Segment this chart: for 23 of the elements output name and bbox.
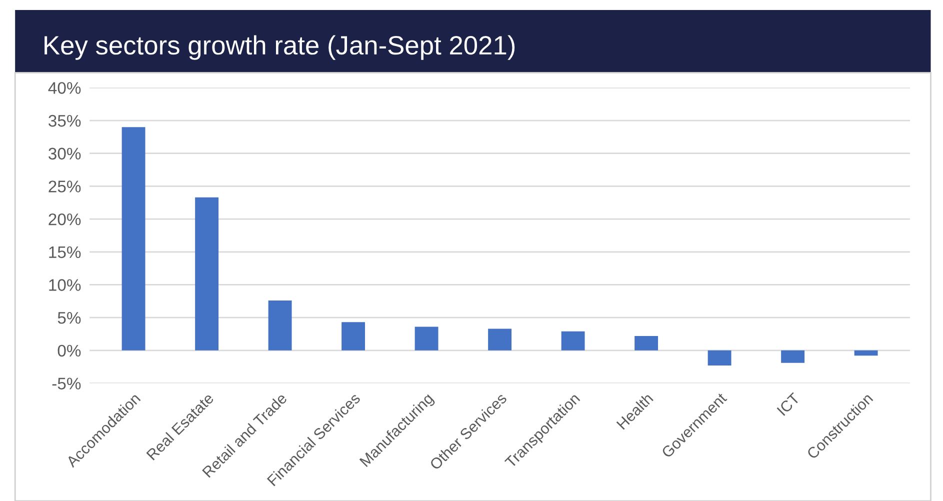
bar — [342, 322, 366, 350]
bar — [488, 328, 512, 350]
bar — [268, 300, 292, 350]
bar — [634, 336, 658, 350]
chart-title: Key sectors growth rate (Jan-Sept 2021) — [44, 35, 515, 60]
bar — [414, 326, 438, 350]
y-tick-label: 35% — [48, 114, 81, 127]
bar — [195, 197, 219, 350]
y-tick-label: 10% — [49, 279, 81, 291]
y-tick-label: 40% — [48, 82, 81, 94]
x-tick-label: ICT — [776, 392, 800, 416]
y-tick-label: 15% — [49, 246, 81, 258]
y-tick-label: 0% — [58, 344, 81, 357]
bar — [708, 350, 732, 366]
bar — [854, 350, 878, 356]
y-tick-label: 5% — [58, 312, 81, 324]
bar — [561, 331, 585, 350]
y-tick-label: 25% — [48, 180, 81, 192]
bar — [781, 350, 805, 363]
y-tick-label: -5% — [52, 378, 81, 390]
bar — [122, 127, 146, 350]
y-tick-label: 30% — [48, 148, 81, 160]
y-tick-label: 20% — [48, 213, 81, 226]
